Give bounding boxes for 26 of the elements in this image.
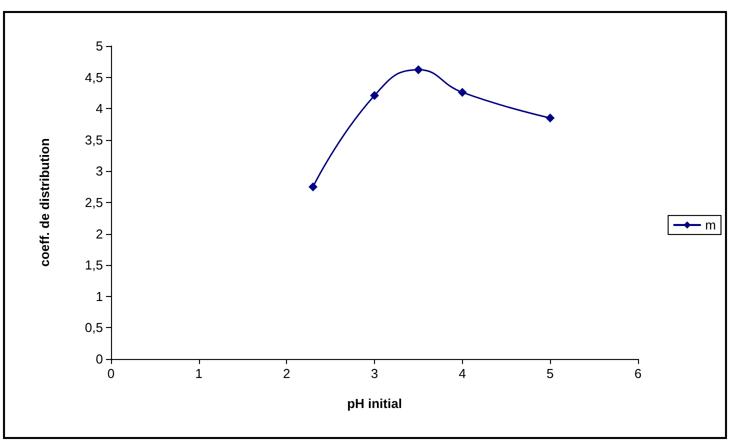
y-axis-title: coeff. de distribution (37, 138, 52, 267)
x-tick-label: 6 (634, 366, 642, 381)
y-tick-label: 0,5 (84, 320, 103, 336)
y-tick-label: 4 (96, 101, 103, 116)
point (414, 65, 423, 74)
y-tick-label: 1 (96, 288, 103, 304)
y-tick-label: 3,5 (84, 132, 103, 148)
point (458, 88, 467, 97)
x-tick-label: 3 (370, 366, 378, 381)
x-axis-title: pH initial (347, 396, 402, 411)
y-tick-label: 0 (96, 352, 103, 366)
y-tick-label: 2 (96, 226, 103, 242)
x-tick-label: 0 (107, 366, 115, 381)
point (546, 113, 555, 122)
point (308, 182, 318, 192)
y-tick-label: 1,5 (84, 258, 103, 273)
legend-label: m (705, 218, 716, 232)
x-tick-label: 2 (283, 366, 290, 381)
point (370, 90, 379, 100)
x-tick-label: 1 (195, 366, 202, 381)
y-tick-label: 2,5 (84, 195, 103, 210)
x-tick-label: 5 (546, 366, 554, 381)
y-tick-label: 4,5 (84, 70, 103, 85)
y-tick-label: 3 (96, 164, 103, 179)
x-tick-label: 4 (458, 366, 466, 381)
y-tick-label: 5 (96, 38, 103, 54)
